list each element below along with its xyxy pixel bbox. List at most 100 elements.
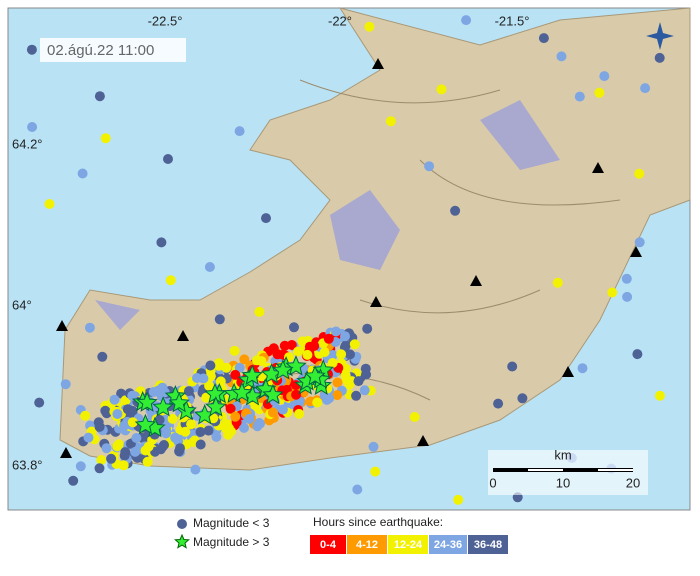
quake-dot	[277, 404, 288, 415]
contour	[239, 79, 621, 401]
quake-dot	[353, 376, 364, 387]
quake-dot	[336, 349, 347, 360]
quake-dot	[256, 356, 267, 367]
quake-dot	[96, 455, 107, 465]
quake-dot	[640, 83, 651, 94]
quake-dot	[362, 323, 373, 334]
quake-dot	[143, 441, 154, 452]
quake-dot	[221, 362, 232, 373]
quake-dot	[340, 331, 350, 342]
quake-dot	[361, 369, 372, 380]
quake-dot	[101, 408, 112, 419]
quake-dot	[607, 287, 618, 298]
quake-dot	[226, 426, 236, 437]
quake-dot	[183, 386, 194, 397]
scale-tick: 10	[556, 475, 570, 490]
compass	[646, 22, 674, 50]
scale-box	[488, 450, 648, 495]
quake-dot	[127, 417, 138, 428]
hours-label: 12-24	[394, 539, 423, 551]
quake-dot	[450, 205, 461, 216]
quake-dot	[161, 428, 172, 439]
quakes	[26, 15, 665, 505]
longitude-label: -21.5°	[495, 13, 530, 28]
quake-dot	[599, 71, 610, 82]
scale-bar	[528, 469, 563, 471]
volcano	[630, 246, 642, 257]
longitude-label: -22°	[328, 13, 352, 28]
quake-star	[304, 365, 326, 386]
quake-dot	[461, 15, 472, 26]
quake-star	[168, 391, 190, 413]
hours-swatch	[388, 535, 428, 554]
quake-dot	[60, 379, 71, 390]
quake-dot	[319, 347, 330, 358]
legend-title: Hours since earthquake:	[313, 515, 443, 529]
quake-dot	[229, 345, 240, 356]
hours-label: 4-12	[356, 539, 378, 551]
quake-dot	[297, 336, 308, 347]
quake-dot	[205, 360, 216, 371]
quake-dot	[291, 389, 302, 400]
quake-dot	[424, 161, 435, 172]
hours-label: 24-36	[434, 539, 462, 551]
legend-label: Magnitude > 3	[193, 535, 270, 549]
quake-dot	[302, 349, 313, 360]
quake-dot	[577, 363, 588, 374]
scale-tick: 0	[489, 475, 496, 490]
quake-dot	[594, 87, 605, 98]
quake-dot	[289, 322, 299, 333]
quake-dot	[159, 440, 169, 450]
quake-dot	[101, 443, 112, 454]
timestamp: 02.ágú.22 11:00	[47, 42, 154, 59]
quake-dot	[190, 464, 201, 475]
quake-dot	[385, 116, 396, 127]
quake-dot	[409, 412, 420, 422]
quake-star	[272, 359, 294, 380]
hours-swatch	[468, 535, 508, 554]
quake-dot	[84, 322, 95, 333]
quake-dot	[340, 340, 351, 351]
quake-dot	[122, 404, 133, 415]
quake-star	[285, 355, 307, 376]
quake-dot	[130, 446, 141, 457]
quake-dot	[234, 126, 245, 137]
hours-label: 0-4	[320, 539, 337, 551]
quake-dot	[175, 443, 185, 454]
quake-dot	[370, 466, 381, 477]
quake-dot	[327, 358, 338, 368]
hours-label: 36-48	[474, 539, 502, 551]
quake-dot	[279, 340, 290, 351]
quake-dot	[26, 44, 37, 55]
quake-dot	[364, 21, 375, 32]
quake-dot	[204, 262, 215, 272]
legend-label: Magnitude < 3	[193, 516, 270, 530]
volcano	[417, 435, 429, 446]
quake-dot	[655, 390, 665, 401]
volcano	[60, 447, 72, 458]
quake-dot	[345, 349, 355, 360]
quake-dot	[142, 456, 153, 467]
quake-dot	[244, 414, 255, 424]
latitude-label: 63.8°	[12, 457, 43, 472]
latitude-label: 64°	[12, 297, 32, 312]
quake-star	[205, 395, 227, 417]
quake-dot	[120, 447, 131, 458]
quake-dot	[195, 439, 206, 450]
quake-dot	[294, 408, 305, 419]
quake-dot	[156, 237, 167, 248]
hours-swatch	[347, 535, 387, 554]
quake-dot	[94, 91, 105, 102]
quake-dot	[493, 398, 504, 409]
scale-unit: km	[554, 447, 571, 462]
hours-swatch	[429, 535, 467, 554]
quake-dot	[27, 122, 38, 132]
quake-dot	[436, 84, 447, 95]
volcano	[562, 366, 574, 377]
quake-dot	[507, 361, 518, 372]
hours-legend: 0-4 4-12 12-24 24-36 36-48	[310, 535, 508, 554]
quake-dot	[112, 441, 123, 452]
quake-dot	[349, 339, 360, 350]
quake-star	[136, 391, 158, 412]
